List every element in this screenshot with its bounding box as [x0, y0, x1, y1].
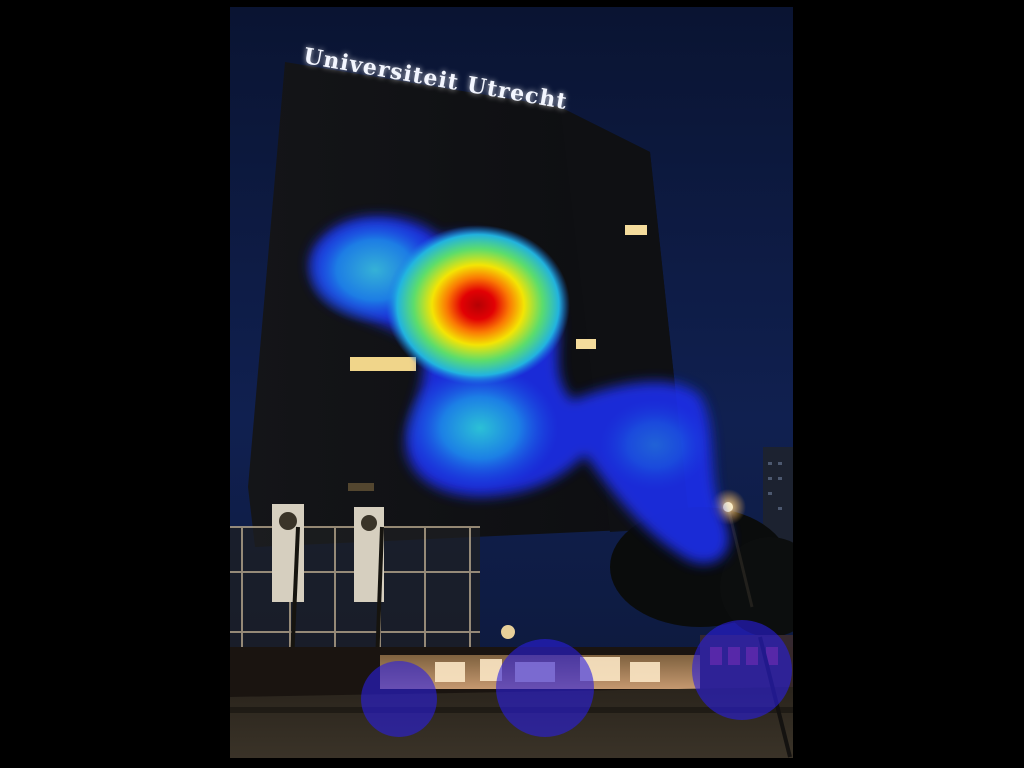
night-building-photo: Universiteit Utrecht: [230, 7, 793, 758]
lit-windows: [350, 357, 416, 371]
plaza-ground: [230, 687, 793, 758]
